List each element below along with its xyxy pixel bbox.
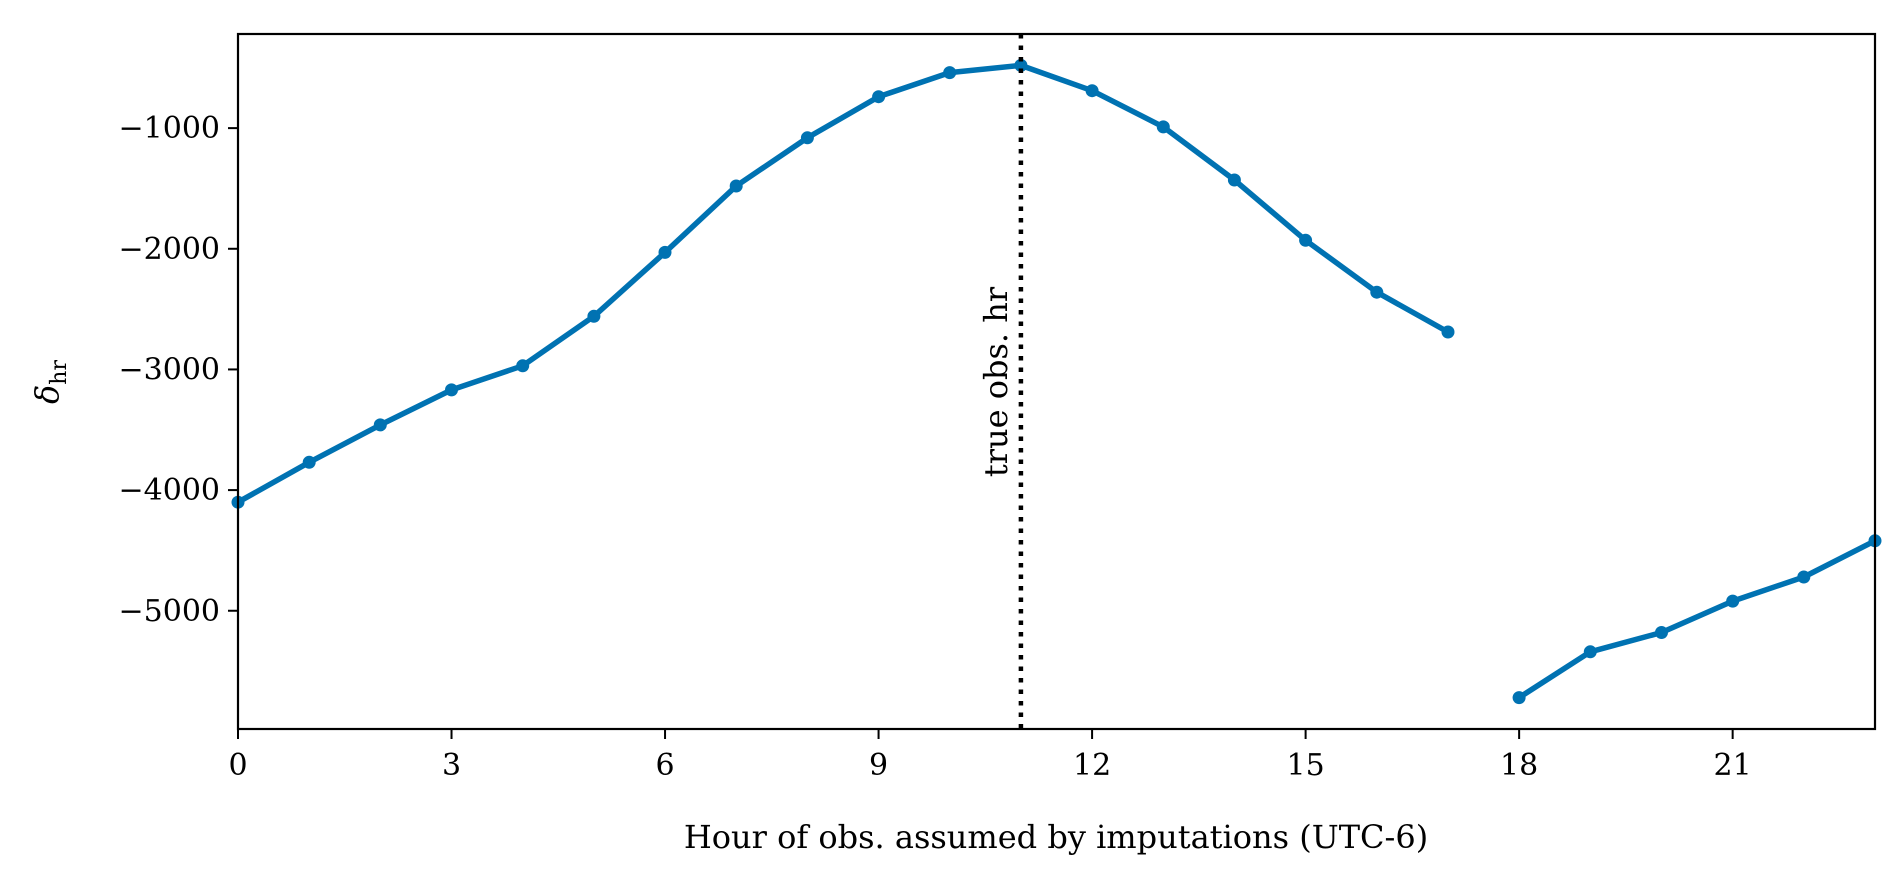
y-axis-label: δhr: [28, 360, 72, 404]
data-point: [1299, 233, 1313, 247]
data-point: [1227, 173, 1241, 187]
x-tick-label: 6: [655, 748, 674, 783]
x-tick-label: 3: [442, 748, 461, 783]
data-point: [1156, 120, 1170, 134]
y-axis-ticks: −5000 −4000 −3000 −2000 −1000: [119, 111, 238, 629]
plot-frame: [236, 32, 1877, 731]
y-axis-label-main: δ: [28, 385, 66, 404]
series-line-segment-2: [1516, 538, 1878, 701]
y-tick-label: −4000: [119, 473, 220, 508]
data-point: [587, 309, 601, 323]
data-point: [373, 418, 387, 432]
data-point: [800, 131, 814, 145]
data-point: [1014, 58, 1028, 72]
chart-marks: [231, 58, 1882, 705]
data-point: [302, 455, 316, 469]
data-point: [658, 245, 672, 259]
data-point: [1441, 325, 1455, 339]
x-tick-label: 0: [228, 748, 247, 783]
x-tick-label: 9: [869, 748, 888, 783]
y-tick-label: −1000: [119, 111, 220, 146]
y-axis-label-subscript: hr: [47, 360, 72, 385]
data-point: [1512, 691, 1526, 705]
x-tick-label: 21: [1714, 748, 1752, 783]
data-point: [1085, 84, 1099, 98]
data-point: [943, 66, 957, 80]
x-axis-label: Hour of obs. assumed by imputations (UTC…: [684, 818, 1428, 856]
data-point: [1797, 570, 1811, 584]
data-point: [872, 90, 886, 104]
true-obs-hour-label: true obs. hr: [977, 286, 1015, 477]
data-point: [445, 383, 458, 397]
data-point: [729, 179, 743, 193]
data-point: [516, 359, 530, 373]
x-tick-label: 12: [1073, 748, 1111, 783]
x-axis-ticks: 0 3 6 9 12 15 18 21: [228, 729, 1752, 783]
y-tick-label: −3000: [119, 352, 220, 387]
series-line-segment-1: [235, 62, 1451, 505]
data-point: [1583, 645, 1597, 659]
y-tick-label: −2000: [119, 232, 220, 267]
data-point: [1655, 626, 1668, 639]
reference-line-layer: true obs. hr: [977, 34, 1024, 729]
data-point: [1370, 285, 1384, 299]
data-point: [1726, 594, 1740, 608]
y-tick-label: −5000: [119, 594, 220, 629]
x-tick-label: 18: [1500, 748, 1538, 783]
x-tick-label: 15: [1287, 748, 1325, 783]
